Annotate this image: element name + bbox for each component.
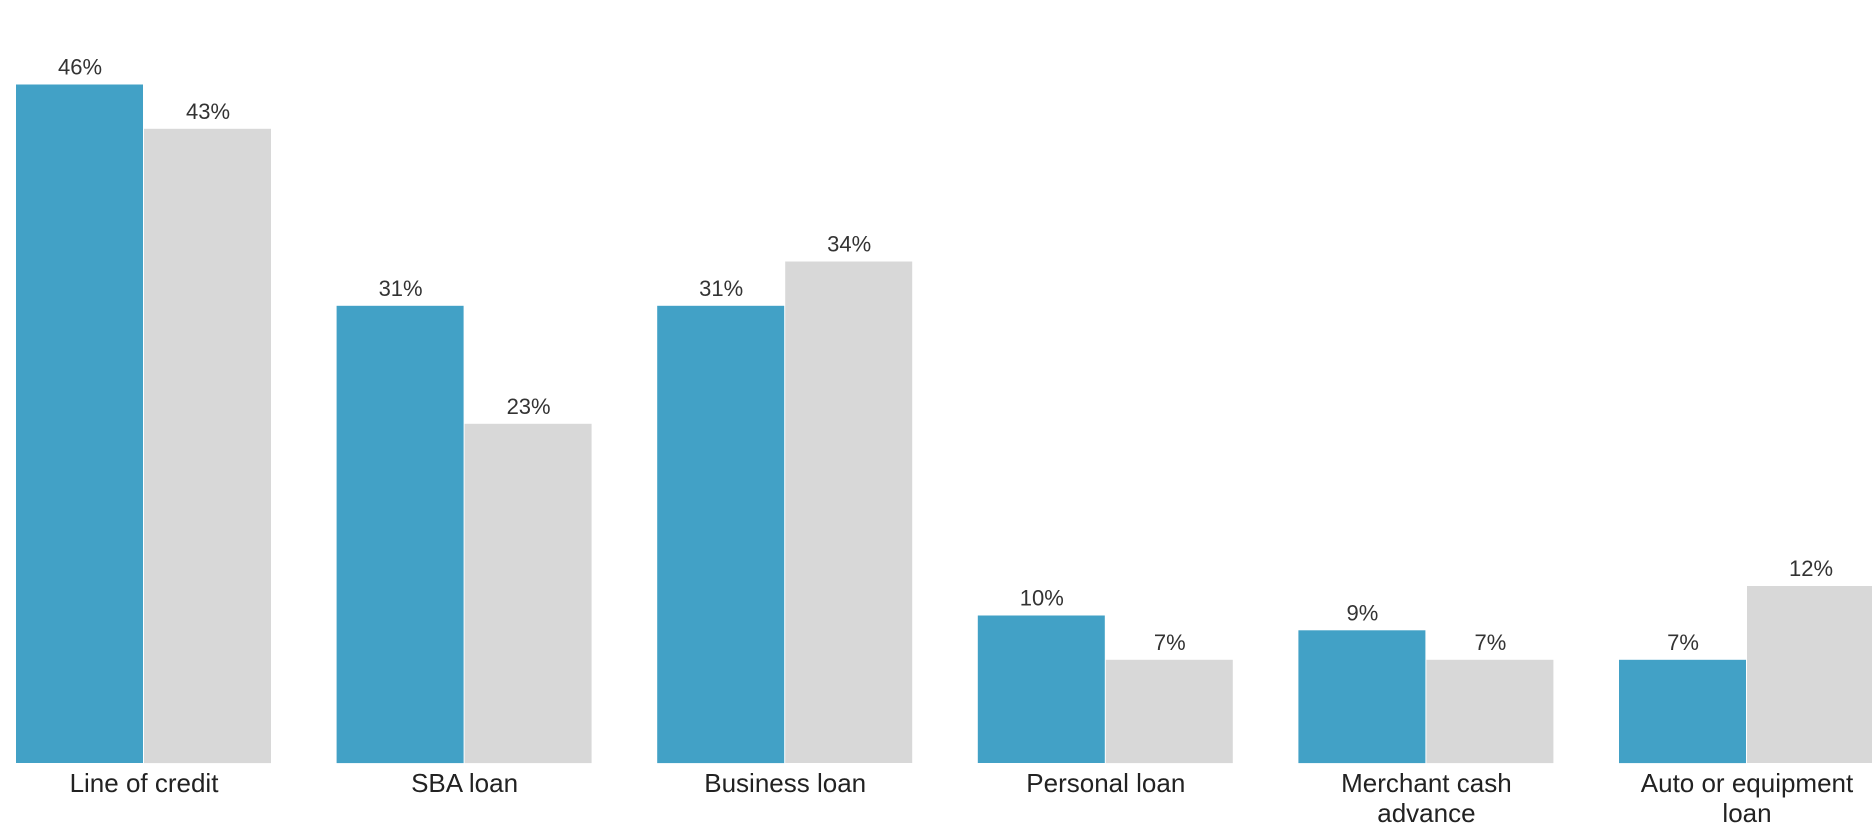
bar-5-series-1 xyxy=(1747,586,1872,763)
value-label-5-series-0: 7% xyxy=(1667,630,1699,655)
bar-4-series-0 xyxy=(1298,630,1426,764)
category-label-5-line-0: Auto or equipment xyxy=(1641,768,1854,798)
value-label-0-series-1: 43% xyxy=(186,99,230,124)
bar-3-series-1 xyxy=(1105,659,1233,764)
bar-2-series-1 xyxy=(785,261,913,763)
bar-1-series-1 xyxy=(464,423,592,764)
value-label-4-series-1: 7% xyxy=(1475,630,1507,655)
category-label-5-line-1: loan xyxy=(1722,798,1771,827)
value-label-4-series-0: 9% xyxy=(1347,600,1379,625)
category-label-3: Personal loan xyxy=(1026,768,1185,798)
category-label-4-line-0: Merchant cash xyxy=(1341,768,1512,798)
value-label-2-series-1: 34% xyxy=(827,232,871,257)
bar-0-series-1 xyxy=(144,128,271,764)
value-labels-layer: 46% 43% 31% 23% 31% 34% 10% 7% 9% 7% 7% 12% xyxy=(58,55,1833,655)
bar-0-series-0 xyxy=(16,84,143,763)
value-label-3-series-0: 10% xyxy=(1020,586,1064,611)
bar-2-series-0 xyxy=(657,305,785,764)
bars-layer xyxy=(16,84,1872,764)
bar-1-series-0 xyxy=(336,305,464,764)
category-label-4-line-1: advance xyxy=(1377,798,1475,827)
value-label-0-series-0: 46% xyxy=(58,55,102,80)
bar-3-series-0 xyxy=(977,615,1105,763)
bar-4-series-1 xyxy=(1426,659,1554,764)
category-label-1: SBA loan xyxy=(411,768,518,798)
value-label-1-series-1: 23% xyxy=(507,394,551,419)
value-label-5-series-1: 12% xyxy=(1789,556,1833,581)
value-label-3-series-1: 7% xyxy=(1154,630,1186,655)
category-label-0: Line of credit xyxy=(70,768,220,798)
category-label-2: Business loan xyxy=(704,768,866,798)
bar-5-series-0 xyxy=(1619,659,1746,764)
value-label-1-series-0: 31% xyxy=(379,276,423,301)
value-label-2-series-0: 31% xyxy=(699,276,743,301)
category-labels-layer: Line of credit SBA loan Business loan Perso… xyxy=(70,768,1854,828)
